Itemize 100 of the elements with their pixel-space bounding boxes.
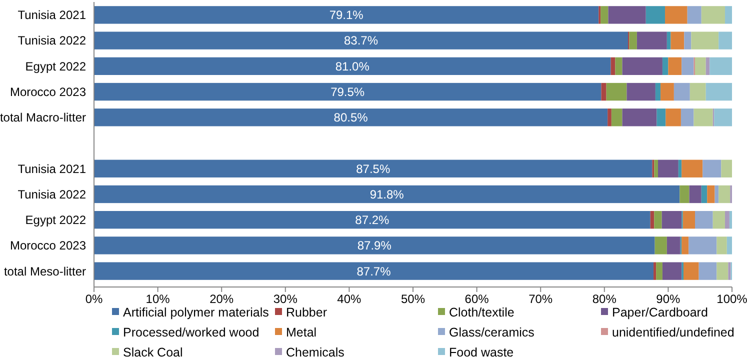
legend-label: unidentified/undefined (612, 325, 734, 340)
bar (662, 211, 682, 229)
bar (701, 185, 708, 204)
bar (646, 6, 666, 24)
bar (680, 185, 690, 204)
bar (608, 108, 612, 126)
data-label: 81.0% (335, 59, 370, 74)
bar (726, 236, 732, 254)
bar (629, 32, 637, 50)
bar (688, 236, 717, 254)
y-tick-label: Egypt 2022 (25, 213, 86, 228)
bar (668, 57, 682, 75)
bar (670, 32, 684, 50)
bar (694, 211, 713, 229)
bar (622, 57, 662, 75)
bar (689, 185, 702, 204)
bar (611, 108, 622, 126)
y-tick-label: total Macro-litter (0, 110, 86, 125)
bar (606, 82, 627, 101)
y-tick-label: Tunisia 2022 (18, 187, 86, 202)
bar (601, 82, 606, 101)
bar (636, 32, 667, 50)
bar (94, 82, 602, 101)
y-tick-label: Tunisia 2021 (18, 162, 86, 176)
bar (702, 160, 722, 178)
bar (687, 6, 702, 24)
bar (714, 185, 719, 204)
bar (684, 262, 699, 280)
bar (682, 211, 695, 229)
bar (94, 211, 650, 229)
bar (729, 211, 732, 229)
x-tick-label: 90% (656, 292, 681, 306)
legend-label: Chemicals (286, 345, 344, 359)
legend-label: Processed/worked wood (123, 325, 260, 340)
legend-label: Metal (286, 325, 317, 340)
bar (658, 160, 678, 178)
bar (678, 160, 682, 178)
x-tick-label: 0% (85, 292, 103, 306)
legend-label: Food waste (449, 345, 514, 359)
bar (712, 211, 725, 229)
bar (608, 6, 646, 24)
bar (600, 6, 608, 24)
y-tick-label: Morocco 2023 (10, 84, 86, 99)
y-tick-label: Morocco 2023 (10, 238, 86, 253)
bar (694, 108, 713, 126)
bar (691, 32, 719, 50)
bar (654, 262, 656, 280)
bar (716, 262, 728, 280)
x-tick-label: 60% (464, 292, 490, 306)
legend-label: Slack Coal (123, 345, 183, 359)
data-label: 87.5% (356, 162, 390, 176)
x-tick-label: 50% (400, 292, 426, 306)
bar (710, 57, 732, 75)
bar (684, 32, 692, 50)
legend-label: Rubber (286, 305, 327, 320)
bar (626, 82, 656, 101)
bar (660, 82, 674, 101)
bar (680, 108, 694, 126)
bar (615, 57, 622, 75)
bar (662, 57, 668, 75)
bar (665, 6, 688, 24)
y-tick-label: total Meso-litter (4, 264, 86, 278)
y-tick-label: Egypt 2022 (25, 59, 86, 74)
data-label: 87.7% (356, 264, 392, 278)
bar (662, 262, 682, 280)
bar (724, 211, 730, 229)
bar (706, 82, 732, 101)
x-tick-label: 80% (592, 292, 617, 306)
bar (694, 57, 706, 75)
bar (707, 185, 715, 204)
data-label: 79.1% (329, 8, 364, 22)
y-tick-label: Tunisia 2021 (18, 8, 86, 22)
bar (724, 6, 732, 24)
x-tick-label: 20% (210, 292, 234, 306)
bar (656, 108, 666, 126)
bar (94, 236, 655, 254)
bar (622, 108, 657, 126)
bar (650, 211, 654, 229)
bar (94, 160, 652, 178)
x-tick-label: 70% (528, 292, 553, 306)
legend-label: Paper/Cardboard (612, 305, 708, 320)
bar (666, 108, 681, 126)
x-tick-label: 100% (716, 292, 747, 306)
data-label: 79.5% (330, 84, 365, 99)
bar (654, 160, 658, 178)
bar (94, 6, 599, 24)
data-label: 87.9% (357, 238, 392, 253)
bar (706, 57, 710, 75)
bar (682, 57, 694, 75)
bar (654, 211, 662, 229)
data-label: 91.8% (370, 187, 404, 202)
y-tick-label: Tunisia 2022 (18, 34, 86, 48)
bar (94, 185, 680, 204)
data-label: 87.2% (355, 213, 390, 228)
bar (716, 236, 727, 254)
legend-label: Glass/ceramics (449, 325, 534, 340)
bar (666, 32, 671, 50)
bar (94, 108, 608, 126)
bar (721, 160, 732, 178)
bar (654, 236, 667, 254)
